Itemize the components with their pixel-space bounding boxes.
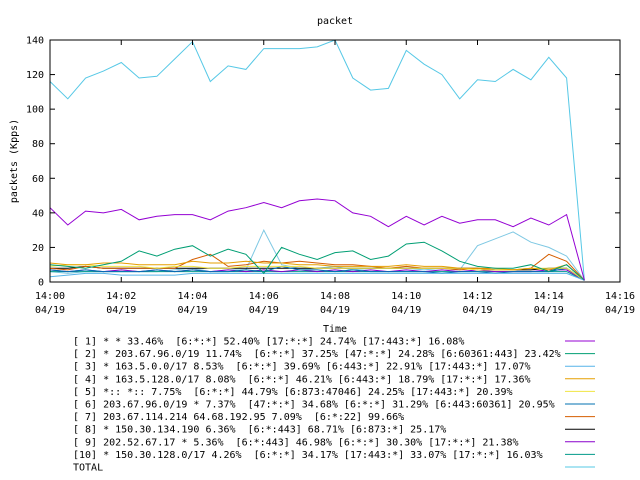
y-tick-label: 140: [26, 36, 44, 47]
x-tick-date-label: 04/19: [391, 305, 421, 316]
x-tick-time-label: 14:12: [462, 291, 492, 302]
y-tick-label: 100: [26, 105, 44, 116]
x-tick-date-label: 04/19: [249, 305, 279, 316]
x-tick-date-label: 04/19: [534, 305, 564, 316]
legend-entry-8: [ 8] * 150.30.134.190 6.36% [6:*:443] 68…: [73, 425, 446, 436]
x-tick-date-label: 04/19: [605, 305, 635, 316]
plot-area: [49, 39, 585, 281]
x-tick-time-label: 14:04: [177, 291, 207, 302]
legend-entry-5: [ 5] *:: *:: 7.75% [6:*:*] 44.79% [6:873…: [73, 387, 513, 398]
plot-frame: [49, 39, 621, 283]
x-tick-date-label: 04/19: [320, 305, 350, 316]
x-tick-time-label: 14:10: [391, 291, 421, 302]
legend-entry-4: [ 4] * 163.5.128.0/17 8.08% [6:*:*] 46.2…: [73, 374, 531, 385]
series-line-5: [49, 264, 585, 281]
x-tick-date-label: 04/19: [106, 305, 136, 316]
legend: [ 1] * * 33.46% [6:*:*] 52.40% [17:*:*] …: [73, 337, 595, 474]
series-line-2: [49, 241, 585, 281]
series-line-7: [49, 253, 585, 281]
legend-entry-10: [10] * 150.30.128.0/17 4.26% [6:*:*] 34.…: [73, 450, 543, 461]
legend-entry-6: [ 6] 203.67.96.0/19 * 7.37% [47:*:*] 34.…: [73, 400, 555, 411]
series-line-1: [49, 198, 585, 281]
x-tick-date-label: 04/19: [462, 305, 492, 316]
y-axis-label: packets (Kpps): [9, 119, 20, 203]
legend-entry-7: [ 7] 203.67.114.214 64.68.192.95 7.09% […: [73, 412, 404, 423]
series-line-3: [49, 272, 585, 281]
y-tick-label: 20: [32, 243, 44, 254]
legend-entry-1: [ 1] * * 33.46% [6:*:*] 52.40% [17:*:*] …: [73, 337, 464, 348]
x-tick-time-label: 14:00: [35, 291, 65, 302]
legend-entry-11: TOTAL: [73, 463, 103, 474]
x-tick-time-label: 14:14: [534, 291, 564, 302]
y-tick-label: 0: [38, 278, 44, 289]
axes: 0 20 40 60 80 100 120 140 14:00 04/19 14:02 04/19 14…: [26, 36, 635, 317]
y-tick-label: 40: [32, 208, 44, 219]
legend-entry-2: [ 2] * 203.67.96.0/19 11.74% [6:*:*] 37.…: [73, 349, 561, 360]
x-tick-time-label: 14:16: [605, 291, 635, 302]
legend-entry-9: [ 9] 202.52.67.17 * 5.36% [6:*:443] 46.9…: [73, 437, 519, 448]
legend-entry-3: [ 3] * 163.5.0.0/17 8.53% [6:*:*] 39.69%…: [73, 362, 531, 373]
y-tick-label: 60: [32, 174, 44, 185]
x-tick-time-label: 14:08: [320, 291, 350, 302]
series-line-11: [49, 39, 585, 281]
x-tick-time-label: 14:06: [249, 291, 279, 302]
chart-title: packet: [317, 16, 353, 27]
y-tick-label: 80: [32, 139, 44, 150]
x-tick-date-label: 04/19: [177, 305, 207, 316]
x-axis-label: Time: [323, 324, 347, 335]
y-tick-label: 120: [26, 70, 44, 81]
x-tick-date-label: 04/19: [35, 305, 65, 316]
x-tick-time-label: 14:02: [106, 291, 136, 302]
